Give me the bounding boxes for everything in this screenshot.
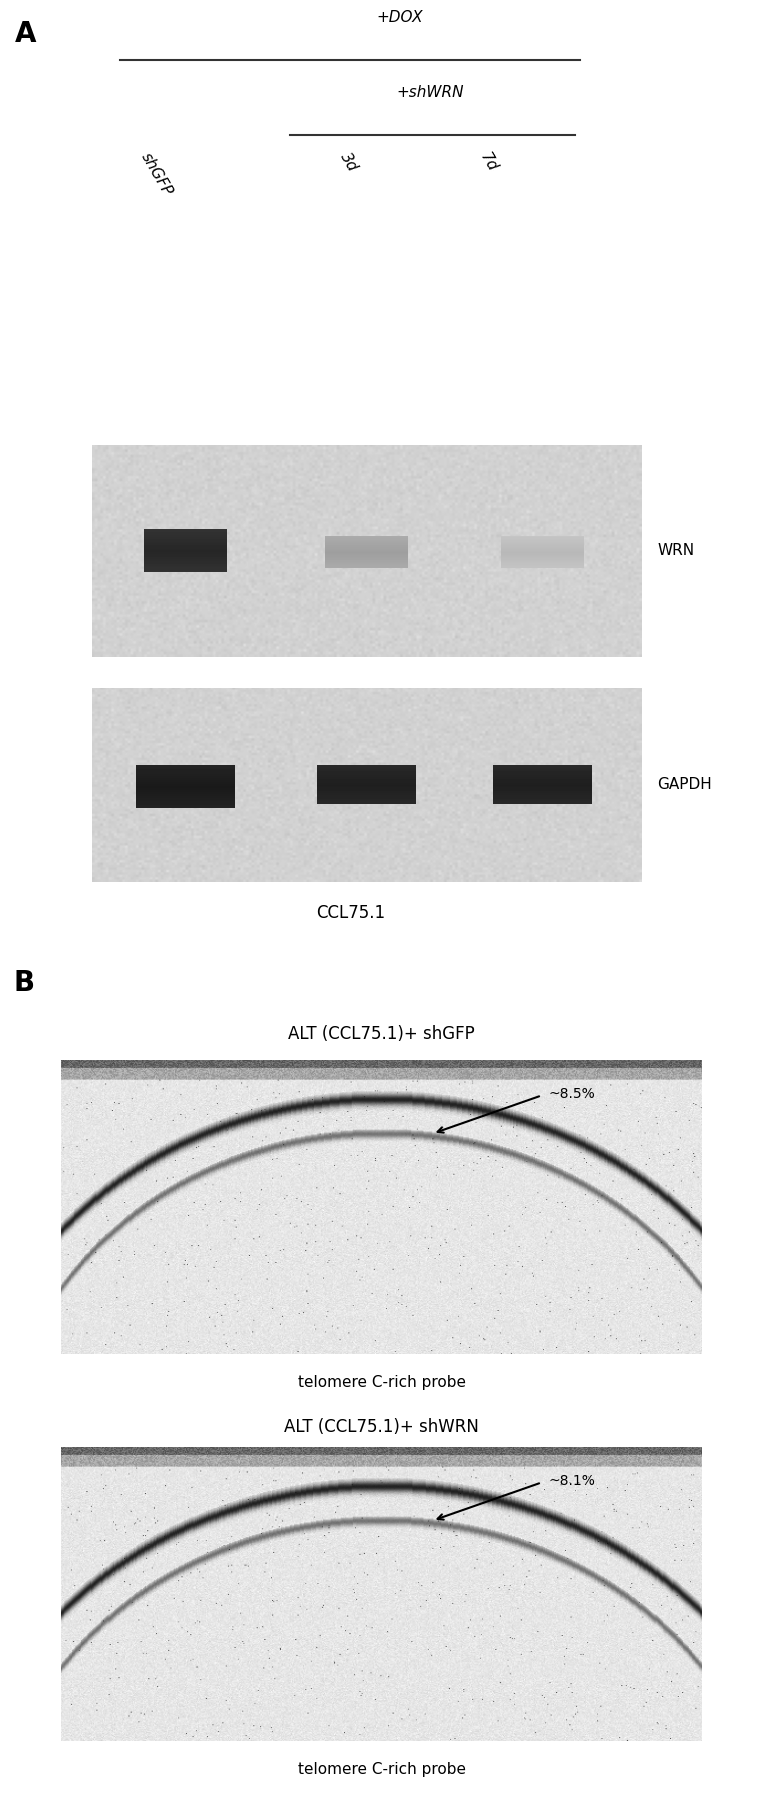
- Text: A: A: [15, 20, 37, 49]
- Text: telomere C-rich probe: telomere C-rich probe: [298, 1762, 465, 1777]
- Text: +shWRN: +shWRN: [396, 85, 464, 101]
- Text: ~8.1%: ~8.1%: [548, 1474, 595, 1489]
- Text: +DOX: +DOX: [377, 11, 423, 25]
- Text: CCL75.1: CCL75.1: [317, 904, 385, 922]
- Text: shGFP: shGFP: [138, 151, 175, 200]
- Text: WRN: WRN: [658, 544, 694, 558]
- Text: telomere C-rich probe: telomere C-rich probe: [298, 1375, 465, 1390]
- Text: ALT (CCL75.1)+ shWRN: ALT (CCL75.1)+ shWRN: [284, 1418, 479, 1436]
- Text: B: B: [14, 968, 35, 997]
- Text: ALT (CCL75.1)+ shGFP: ALT (CCL75.1)+ shGFP: [288, 1026, 475, 1044]
- Text: ~8.5%: ~8.5%: [548, 1087, 595, 1102]
- Text: 3d: 3d: [337, 151, 360, 175]
- Text: GAPDH: GAPDH: [658, 778, 712, 792]
- Text: 7d: 7d: [478, 151, 500, 175]
